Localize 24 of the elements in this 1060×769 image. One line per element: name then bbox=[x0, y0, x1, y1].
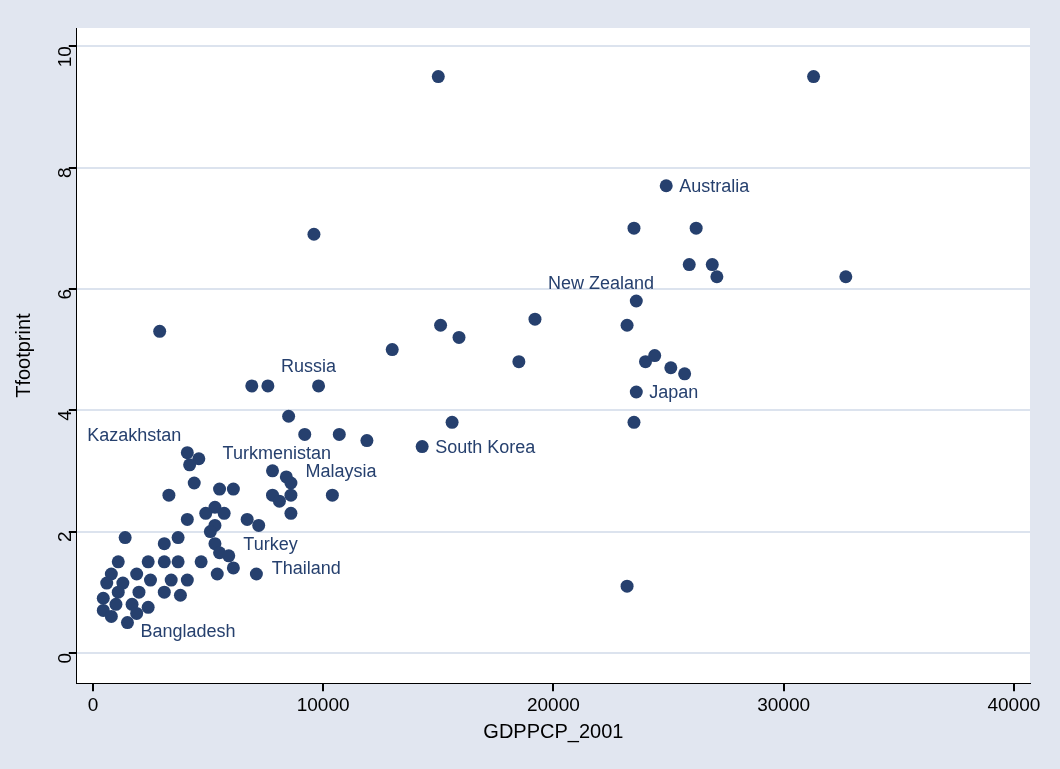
y-axis-title: Tfootprint bbox=[11, 312, 34, 398]
annotation: Malaysia bbox=[305, 460, 378, 481]
y-tick-label: 8 bbox=[54, 167, 76, 179]
annotation: Thailand bbox=[271, 557, 341, 578]
x-tick-label: 30000 bbox=[757, 693, 811, 715]
y-tick-label: 2 bbox=[54, 531, 76, 543]
annotation: Bangladesh bbox=[140, 620, 236, 641]
annotation: Australia bbox=[679, 175, 751, 196]
y-tick-label: 10 bbox=[54, 46, 76, 68]
x-axis-title: GDPPCP_2001 bbox=[483, 719, 624, 743]
annotation: South Korea bbox=[435, 436, 537, 457]
annotation: Japan bbox=[649, 381, 699, 402]
annotation: New Zealand bbox=[547, 273, 655, 294]
x-tick-label: 20000 bbox=[526, 693, 580, 715]
x-tick-label: 10000 bbox=[296, 693, 350, 715]
y-tick-label: 6 bbox=[54, 288, 76, 300]
annotation: Turkmenistan bbox=[222, 442, 331, 463]
x-tick-label: 0 bbox=[87, 693, 99, 715]
y-tick-label: 0 bbox=[54, 652, 76, 664]
annotation: Turkey bbox=[243, 533, 298, 554]
annotation: Kazakhstan bbox=[87, 424, 182, 445]
y-tick-label: 4 bbox=[54, 409, 76, 421]
x-tick-label: 40000 bbox=[987, 693, 1041, 715]
annotation: Russia bbox=[280, 355, 337, 376]
